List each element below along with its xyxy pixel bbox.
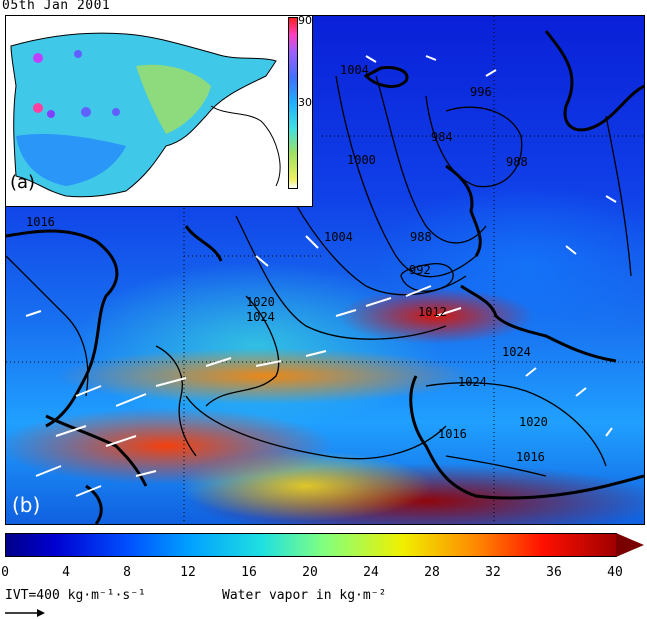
- inset-tick-90: 90: [298, 14, 312, 27]
- isobar-label: 984: [431, 130, 453, 144]
- isobar-label: 1004: [340, 63, 369, 77]
- colorbar-tick: 36: [546, 565, 562, 580]
- isobar-label: 996: [470, 85, 492, 99]
- colorbar-tick: 12: [180, 565, 196, 580]
- coastline: [210, 105, 281, 187]
- colorbar-extend-arrow: [616, 533, 644, 557]
- isobar-label: 1020: [246, 295, 275, 309]
- panel-a-label: (a): [10, 172, 36, 193]
- isobar-label: 1016: [26, 215, 55, 229]
- ivt-reference-arrow: [5, 609, 45, 617]
- date-label: 05th Jan 2001: [2, 0, 111, 13]
- inset-map: [10, 32, 281, 198]
- isobar-label: 1024: [458, 375, 487, 389]
- inset-map-panel: [5, 15, 313, 207]
- colorbar-tick: 0: [1, 565, 9, 580]
- inset-colorbar: [288, 17, 298, 189]
- water-vapor-colorbar: [5, 533, 617, 557]
- colorbar-tick: 8: [123, 565, 131, 580]
- isobar-label: 1000: [347, 153, 376, 167]
- isobar-label: 1012: [418, 305, 447, 319]
- panel-b-label: (b): [12, 493, 41, 517]
- isobar-label: 1020: [519, 415, 548, 429]
- isobar-label: 988: [410, 230, 432, 244]
- inset-tick-30: 30: [298, 96, 312, 109]
- colorbar-tick: 16: [241, 565, 257, 580]
- colorbar-tick: 20: [302, 565, 318, 580]
- colorbar-tick: 28: [424, 565, 440, 580]
- isobar-label: 1004: [324, 230, 353, 244]
- colorbar-tick: 24: [363, 565, 379, 580]
- ivt-reference-label: IVT=400 kg·m⁻¹·s⁻¹: [5, 588, 146, 603]
- isobar-label: 1024: [246, 310, 275, 324]
- water-vapor-label: Water vapor in kg·m⁻²: [222, 588, 387, 603]
- colorbar-tick: 40: [607, 565, 623, 580]
- isobars: [6, 75, 632, 477]
- ivt-vectors: [25, 55, 617, 497]
- isobar-labels: 1004 1000 996 984 988 1004 988 992 1012 …: [26, 63, 548, 464]
- coastlines: [6, 30, 644, 524]
- isobar-label: 1024: [502, 345, 531, 359]
- isobar-label: 988: [506, 155, 528, 169]
- colorbar-tick: 4: [62, 565, 70, 580]
- isobar-label: 992: [409, 263, 431, 277]
- isobar-label: 1016: [516, 450, 545, 464]
- colorbar-tick: 32: [485, 565, 501, 580]
- isobar-label: 1016: [438, 427, 467, 441]
